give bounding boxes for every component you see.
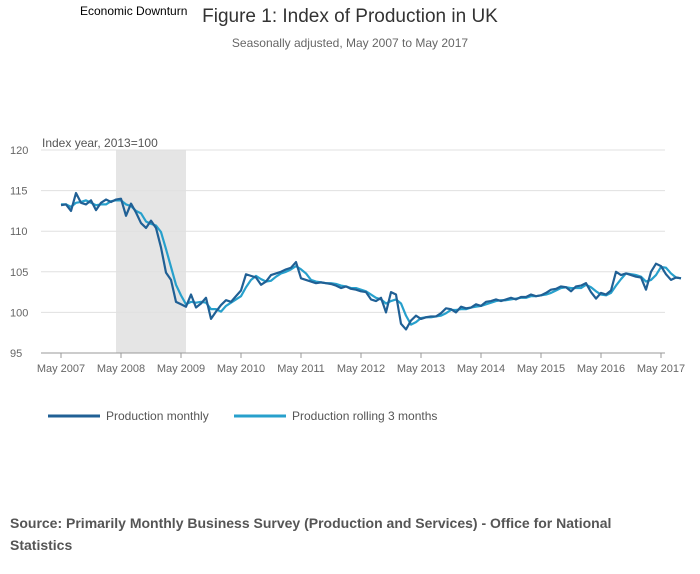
x-tick-label: May 2012 (337, 363, 385, 375)
legend: Production monthly Production rolling 3 m… (48, 409, 437, 423)
source-note: Source: Primarily Monthly Business Surve… (10, 515, 612, 553)
recession-shading (116, 150, 186, 353)
y-axis-ticks: 95 100 105 110 115 120 (10, 145, 28, 360)
y-tick-label: 115 (10, 186, 28, 198)
x-tick-label: May 2008 (97, 363, 145, 375)
series-line-production-monthly (60, 191, 682, 331)
series-line-production-rolling-3-months (61, 199, 682, 326)
x-tick-label: May 2011 (277, 363, 325, 375)
legend-label: Production rolling 3 months (292, 409, 437, 423)
recession-annotation-label: Economic Downturn (80, 4, 188, 18)
y-axis-label: Index year, 2013=100 (42, 136, 158, 150)
y-tick-label: 105 (10, 267, 28, 279)
x-tick-label: May 2017 (637, 363, 685, 375)
chart-subtitle: Seasonally adjusted, May 2007 to May 201… (231, 36, 469, 50)
x-tick-label: May 2013 (397, 363, 445, 375)
y-tick-label: 120 (10, 145, 28, 157)
x-tick-label: May 2007 (37, 363, 85, 375)
x-tick-label: May 2014 (457, 363, 505, 375)
x-axis-ticks: May 2007 May 2008 May 2009 May 2010 May 2011… (37, 353, 685, 375)
chart-title: Figure 1: Index of Production in UK (202, 6, 498, 27)
gridlines (41, 149, 665, 354)
x-tick-label: May 2010 (217, 363, 265, 375)
y-tick-label: 95 (10, 348, 22, 360)
x-tick-label: May 2009 (157, 363, 205, 375)
legend-label: Production monthly (106, 409, 209, 423)
y-tick-label: 100 (10, 307, 28, 319)
series-lines (60, 191, 682, 331)
y-tick-label: 110 (10, 226, 28, 238)
x-tick-label: May 2016 (577, 363, 625, 375)
x-tick-label: May 2015 (517, 363, 565, 375)
